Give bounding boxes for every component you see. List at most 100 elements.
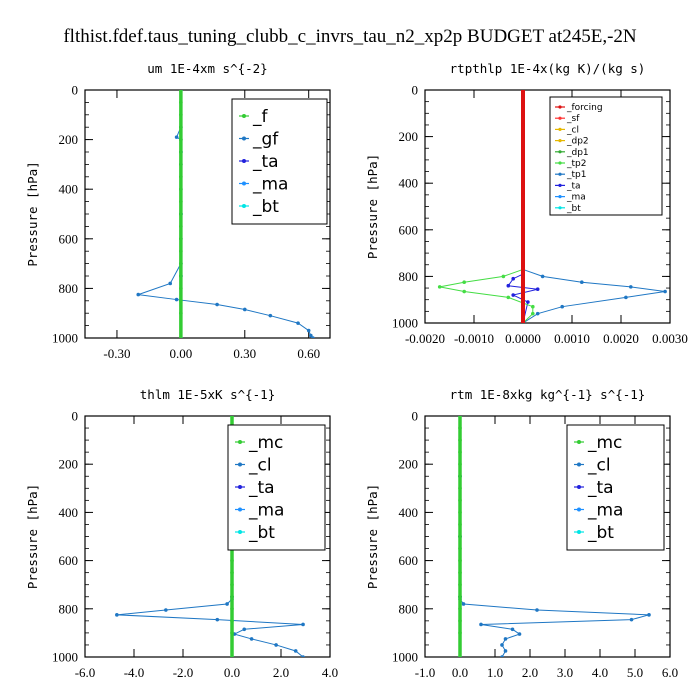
data-point — [521, 251, 525, 255]
data-point — [521, 90, 525, 92]
data-point — [540, 274, 545, 279]
legend-marker — [242, 114, 246, 118]
data-point — [506, 295, 511, 300]
data-point — [458, 534, 462, 539]
x-tick-label: 1.0 — [487, 665, 503, 680]
series-line — [522, 90, 666, 323]
y-tick-label: 800 — [399, 601, 419, 616]
data-point — [462, 289, 467, 294]
panel-title: rtm 1E-8xkg kg^{-1} s^{-1} — [450, 387, 646, 402]
legend-marker — [577, 462, 581, 467]
x-tick-label: 2.0 — [522, 665, 538, 680]
series-group — [458, 416, 651, 657]
data-point — [462, 280, 467, 285]
data-point — [521, 262, 525, 267]
data-point — [268, 313, 273, 318]
legend-label: _bt — [587, 523, 614, 543]
legend-label: _sf — [566, 114, 580, 124]
x-tick-label: 0.60 — [297, 346, 320, 361]
data-point — [580, 280, 584, 285]
legend-marker — [558, 172, 562, 176]
data-point — [230, 570, 234, 575]
x-tick-label: 0.0020 — [603, 331, 639, 346]
series-group — [437, 90, 667, 323]
panel-4: rtm 1E-8xkg kg^{-1} s^{-1} Pressure [hPa]… — [365, 387, 678, 680]
data-point — [136, 292, 141, 297]
panel-1: um 1E-4xm s^{-2} Pressure [hPa] 0 200 400 600… — [25, 61, 331, 361]
data-point — [503, 637, 508, 641]
y-tick-label: 1000 — [392, 316, 418, 331]
y-axis-label: Pressure [hPa] — [365, 484, 380, 589]
data-point — [164, 608, 168, 612]
panel-3: thlm 1E-5xK s^{-1} Pressure [hPa] 0 200 400 6… — [25, 387, 338, 680]
y-tick-label: 400 — [59, 182, 79, 197]
data-point — [521, 193, 525, 197]
data-point — [458, 416, 462, 418]
legend-label: _ta — [566, 181, 581, 191]
legend-label: _mc — [248, 433, 283, 453]
data-point — [249, 637, 254, 641]
data-point — [274, 643, 278, 647]
data-point — [179, 90, 183, 92]
x-tick-label: 0.00 — [169, 346, 192, 361]
data-point — [174, 297, 179, 302]
x-tick-label: 0.30 — [233, 346, 256, 361]
data-point — [458, 546, 462, 551]
legend: _f _gf_ta _ma_bt — [231, 98, 328, 225]
x-tick-label: 0.0000 — [505, 331, 541, 346]
legend-marker — [558, 206, 562, 210]
legend-marker — [558, 195, 562, 199]
data-point — [535, 311, 540, 316]
data-point — [230, 594, 234, 599]
data-point — [521, 274, 525, 279]
x-tick-label: 2.0 — [273, 665, 289, 680]
data-point — [531, 304, 535, 309]
x-tick-label: -6.0 — [75, 665, 96, 680]
legend-marker — [558, 127, 562, 131]
y-tick-label: 600 — [59, 553, 79, 568]
data-point — [501, 274, 506, 279]
legend-label: _forcing — [566, 103, 603, 113]
legend-label: _ma — [248, 501, 284, 521]
x-tick-label: -0.0020 — [405, 331, 445, 346]
data-point — [458, 486, 462, 491]
data-point — [458, 462, 462, 467]
panel-title: um 1E-4xm s^{-2} — [147, 61, 267, 76]
data-point — [535, 608, 539, 612]
data-point — [179, 137, 183, 142]
y-tick-label: 200 — [59, 132, 79, 147]
legend-marker — [558, 139, 562, 143]
legend-label: _f — [252, 107, 269, 127]
x-tick-label: 0.0010 — [554, 331, 590, 346]
legend-label: _ta — [248, 478, 275, 498]
x-tick-label: 5.0 — [627, 665, 643, 680]
y-tick-label: 0 — [72, 409, 79, 424]
legend-marker — [558, 150, 562, 154]
x-tick-label: -0.0010 — [454, 331, 494, 346]
data-point — [179, 299, 183, 303]
data-point — [215, 617, 220, 622]
data-point — [293, 649, 298, 653]
data-point — [521, 216, 525, 220]
data-point — [179, 199, 183, 204]
data-point — [458, 450, 462, 454]
legend-marker — [577, 530, 581, 534]
data-point — [458, 522, 462, 527]
data-point — [458, 570, 462, 575]
legend-label: _mc — [587, 433, 622, 453]
legend-marker — [558, 116, 562, 120]
legend-marker — [577, 440, 581, 444]
data-point — [179, 249, 183, 253]
data-point — [521, 321, 525, 323]
data-point — [179, 162, 183, 167]
data-point — [242, 627, 247, 632]
legend-marker — [238, 530, 242, 534]
legend-label: _dp2 — [566, 137, 589, 147]
y-tick-label: 400 — [399, 505, 419, 520]
data-point — [521, 297, 525, 302]
data-point — [309, 333, 313, 338]
legend-marker — [577, 507, 581, 512]
data-point — [179, 100, 183, 105]
data-point — [560, 304, 564, 309]
